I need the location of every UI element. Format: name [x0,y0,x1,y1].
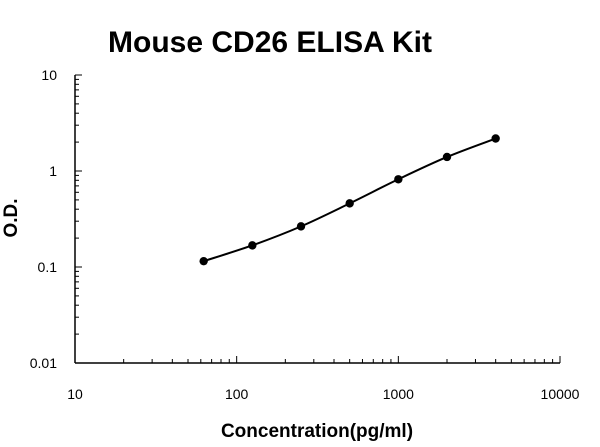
y-axis-label: O.D. [1,198,22,237]
axes: 10 100 1000 10000 0.01 0.1 1 10 [30,67,580,402]
y-tick-label: 10 [41,67,57,83]
data-point [248,241,257,250]
x-tick-label: 100 [225,386,249,402]
x-tick-label: 10000 [541,386,580,402]
data-point [296,222,306,231]
y-tick-label: 0.1 [38,259,58,275]
data-point [345,199,354,208]
data-point [442,152,452,162]
y-tick-label: 0.01 [30,355,57,371]
x-tick-label: 10 [67,386,83,402]
data-point [199,256,208,266]
data-points [199,134,500,266]
x-tick-label: 1000 [383,386,414,402]
x-axis-label: Concentration(pg/ml) [221,421,413,442]
chart-title: Mouse CD26 ELISA Kit [108,26,432,59]
data-point [394,175,403,184]
data-point [491,134,500,143]
y-tick-label: 1 [49,163,57,179]
